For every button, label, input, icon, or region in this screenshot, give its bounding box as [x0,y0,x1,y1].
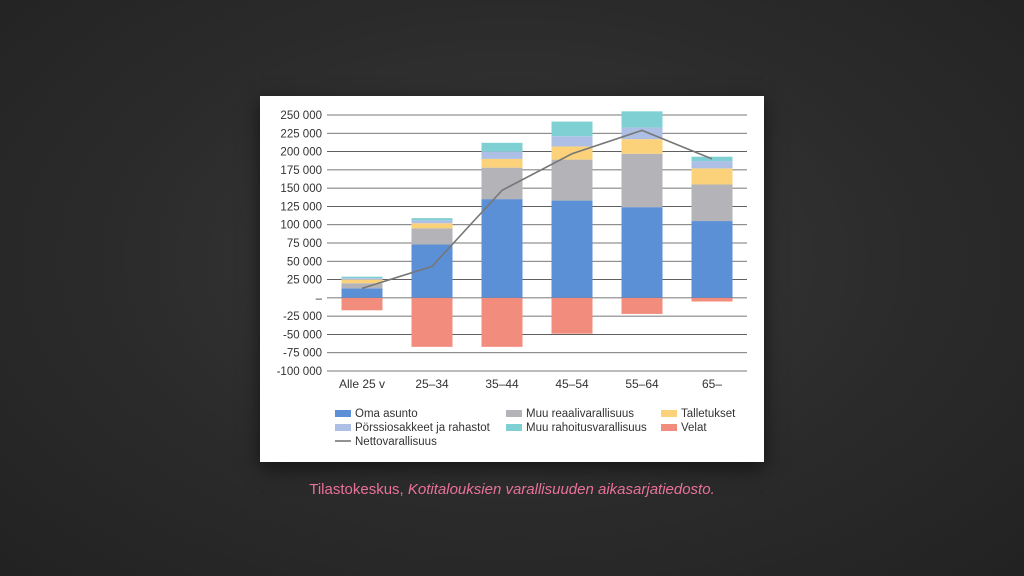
y-tick-label: 250 000 [280,110,322,122]
bar-segment [411,297,453,347]
x-tick-label: 55–64 [625,377,659,391]
bar-segment [691,161,733,169]
bar-segment [481,199,523,298]
bar-segment [621,297,663,314]
x-tick-label: 25–34 [415,377,449,391]
bar-segment [691,168,733,185]
legend-swatch [335,424,351,431]
y-tick-label: – [316,293,323,305]
legend-label: Oma asunto [355,408,418,420]
legend-label: Muu rahoitusvarallisuus [526,422,647,434]
bar-segment [341,278,383,280]
caption-source: Tilastokeskus, [309,481,404,498]
bar-segment [481,297,523,347]
y-tick-label: 25 000 [287,275,322,287]
legend-label: Pörssiosakkeet ja rahastot [355,422,491,434]
bar-segment [691,297,733,302]
bar-segment [411,228,453,245]
bar-segment [411,218,453,221]
chart-svg: 250 000 225 000 200 000 175 000 150 000 125 0… [277,110,747,448]
bar-segment [621,127,663,140]
y-tick-label: 150 000 [280,183,322,195]
y-tick-label: -50 000 [283,329,322,341]
y-tick-label: 175 000 [280,165,322,177]
y-tick-label: -100 000 [277,366,322,378]
legend-swatch [661,410,677,417]
legend-label: Nettovarallisuus [355,436,437,448]
bar-segment [621,207,663,298]
x-tick-label: 35–44 [485,377,519,391]
y-tick-label: -25 000 [283,311,322,323]
bar-segment [411,220,453,224]
bar-segment [621,139,663,154]
bar-segment [341,297,383,311]
x-tick-label: 65– [702,377,722,391]
legend-label: Velat [681,422,707,434]
bar-segment [551,200,593,298]
y-tick-label: 225 000 [280,128,322,140]
bar-segment [341,276,383,279]
bar-segment [551,136,593,147]
bar-segment [691,156,733,162]
legend-swatch [335,410,351,417]
legend-swatch [506,424,522,431]
legend-label: Muu reaalivarallisuus [526,408,634,420]
legend-swatch [506,410,522,417]
y-tick-label: 125 000 [280,201,322,213]
bar-segment [691,184,733,222]
x-tick-label: 45–54 [555,377,589,391]
bar-segment [341,283,383,289]
bar-segment [621,153,663,208]
y-tick-label: -75 000 [283,348,322,360]
bar-segment [481,142,523,152]
net-worth-line [361,129,713,290]
x-tick-label: Alle 25 v [339,377,385,391]
bar-segment [341,279,383,284]
y-tick-label: 100 000 [280,220,322,232]
chart-figure: 250 000 225 000 200 000 175 000 150 000 125 0… [260,96,764,462]
legend-swatch [661,424,677,431]
bar-segment [551,297,593,334]
legend-label: Talletukset [681,408,736,420]
y-tick-label: 75 000 [287,238,322,250]
bar-segment [551,121,593,137]
bar-segment [621,111,663,128]
caption-title: Kotitalouksien varallisuuden aikasarjati… [407,481,715,498]
bar-segment [411,223,453,229]
y-tick-label: 200 000 [280,147,322,159]
bar-segment [551,159,593,201]
bar-segment [341,288,383,298]
bar-segment [691,221,733,298]
source-caption: Tilastokeskus, Kotitalouksien varallisuu… [0,481,1024,498]
bar-segment [481,158,523,168]
y-tick-label: 50 000 [287,256,322,268]
bar-segment [481,151,523,159]
